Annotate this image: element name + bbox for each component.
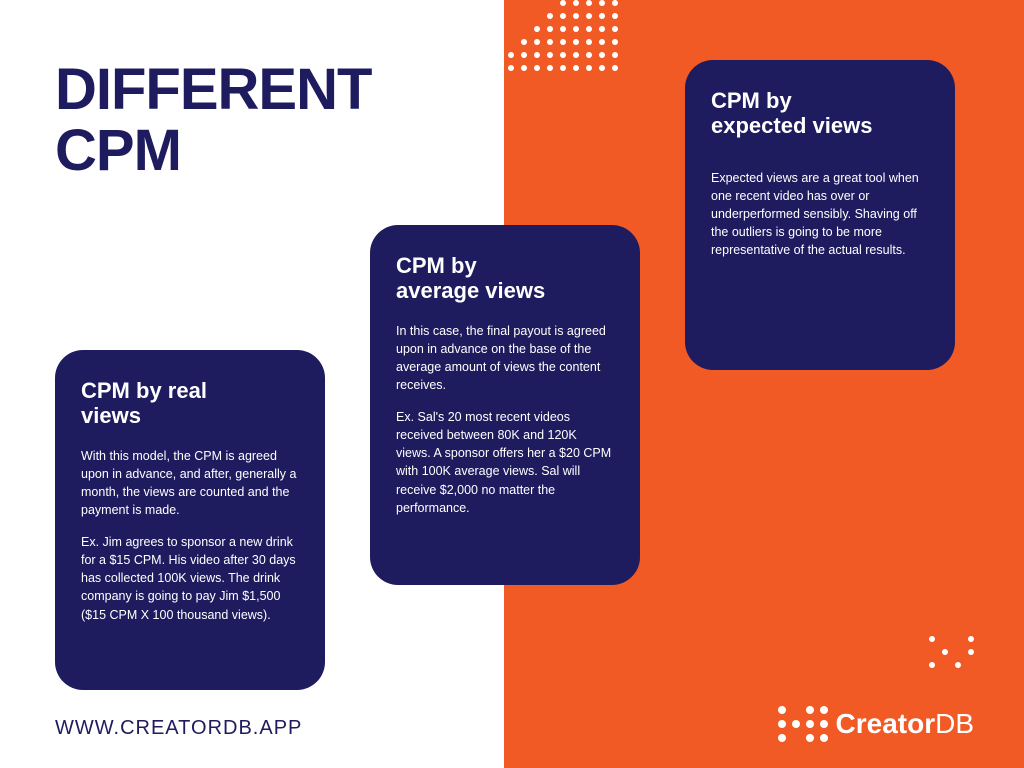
dot-pattern-top bbox=[508, 0, 618, 71]
card-cpm-expected-views: CPM by expected views Expected views are… bbox=[685, 60, 955, 370]
heading-line-1: CPM by bbox=[396, 253, 477, 278]
card-heading: CPM by expected views bbox=[711, 88, 929, 139]
heading-line-1: CPM by real bbox=[81, 378, 207, 403]
heading-line-2: views bbox=[81, 403, 141, 428]
brand-logo: CreatorDB bbox=[778, 706, 975, 742]
heading-line-1: CPM by bbox=[711, 88, 792, 113]
card-paragraph: With this model, the CPM is agreed upon … bbox=[81, 447, 299, 520]
card-paragraph: Ex. Jim agrees to sponsor a new drink fo… bbox=[81, 533, 299, 624]
heading-line-2: average views bbox=[396, 278, 545, 303]
dot-pattern-bottom-right bbox=[929, 636, 974, 668]
card-paragraph: Ex. Sal's 20 most recent videos received… bbox=[396, 408, 614, 517]
card-cpm-real-views: CPM by real views With this model, the C… bbox=[55, 350, 325, 690]
brand-name-bold: Creator bbox=[836, 708, 936, 739]
heading-line-2: expected views bbox=[711, 113, 872, 138]
card-paragraph: In this case, the final payout is agreed… bbox=[396, 322, 614, 395]
card-heading: CPM by real views bbox=[81, 378, 299, 429]
brand-logo-text: CreatorDB bbox=[836, 708, 975, 740]
card-heading: CPM by average views bbox=[396, 253, 614, 304]
brand-logo-dots-icon bbox=[778, 706, 828, 742]
page-title: DIFFERENT CPM bbox=[55, 60, 371, 182]
title-line-2: CPM bbox=[55, 118, 181, 183]
footer-url: WWW.CREATORDB.APP bbox=[55, 717, 302, 740]
card-cpm-average-views: CPM by average views In this case, the f… bbox=[370, 225, 640, 585]
title-line-1: DIFFERENT bbox=[55, 57, 371, 122]
card-paragraph: Expected views are a great tool when one… bbox=[711, 169, 929, 260]
brand-name-light: DB bbox=[935, 708, 974, 739]
